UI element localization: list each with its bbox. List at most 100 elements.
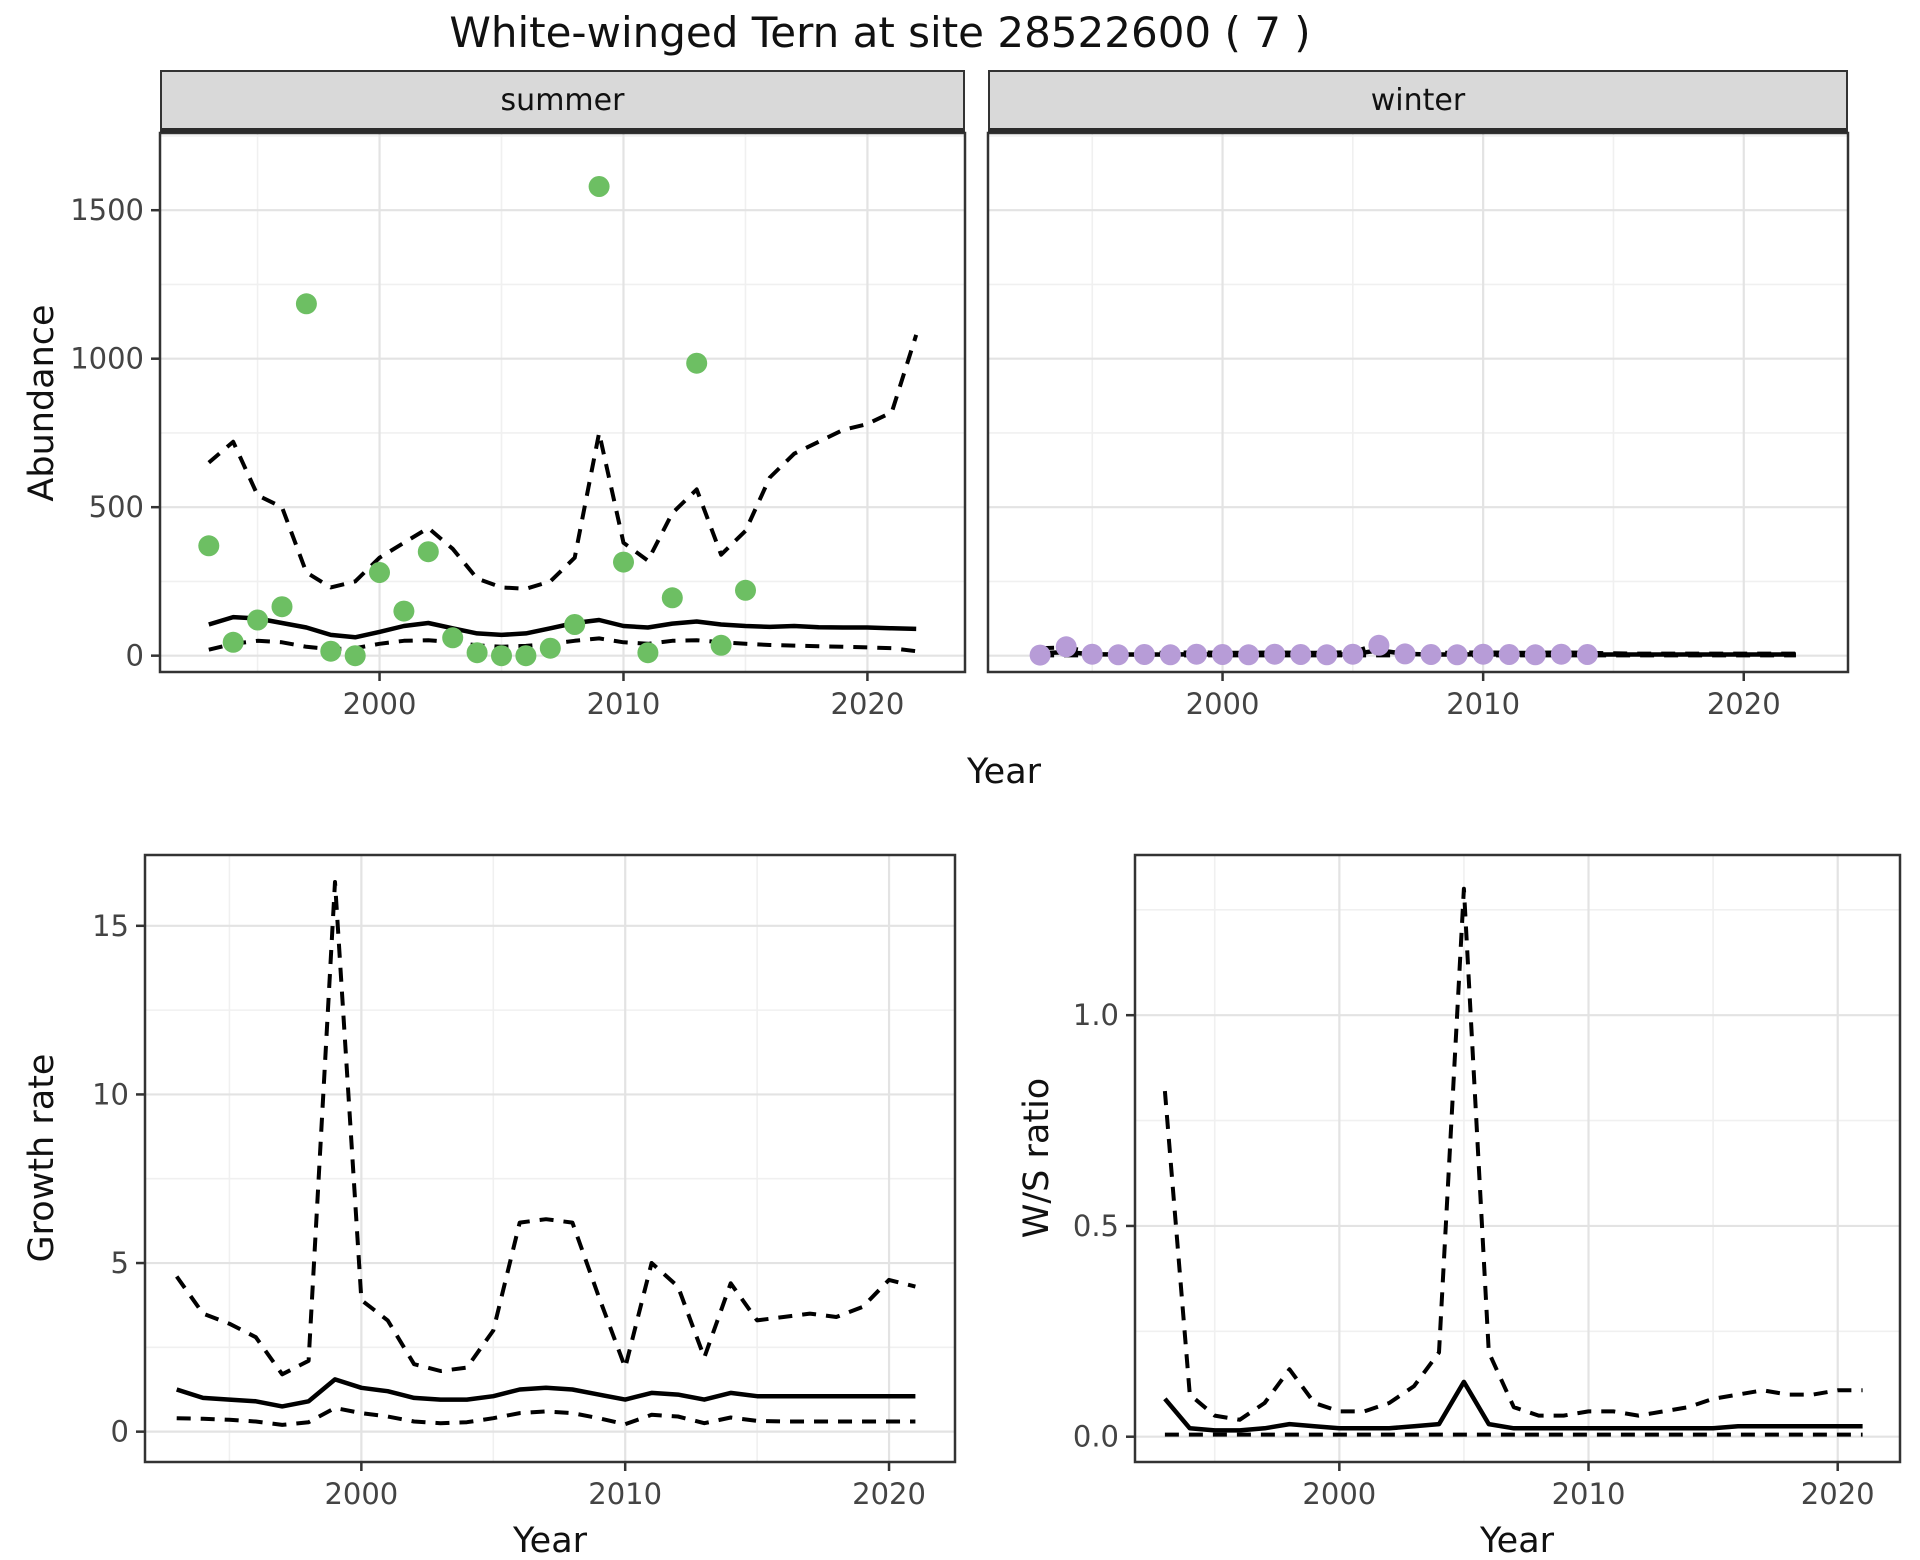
panel-background: [160, 133, 965, 672]
data-point: [1107, 644, 1129, 666]
facet-strip-summer: summer: [160, 70, 965, 133]
data-point: [369, 562, 390, 583]
facet-strip-winter: winter: [988, 70, 1848, 133]
data-point: [1238, 644, 1260, 666]
axis-ticks: 2000 2010 2020 0.0 0.5 1.0: [1073, 998, 1875, 1511]
facet-label-winter: winter: [1370, 82, 1466, 118]
x-axis-title-year-growth: Year: [512, 1521, 588, 1560]
data-point: [1472, 643, 1494, 665]
data-point: [247, 609, 269, 631]
data-point: [1264, 643, 1286, 665]
median-line: [1163, 1379, 1863, 1433]
facet-label-summer: summer: [500, 82, 625, 118]
data-point: [613, 551, 634, 573]
y-tick-label: 0.0: [1073, 1420, 1119, 1454]
median-line: [176, 1377, 916, 1409]
y-tick-label: 500: [89, 490, 144, 524]
x-tick-label: 2000: [324, 1477, 398, 1511]
panel-abundance-winter: 2000 2010 2020: [986, 131, 1850, 721]
x-tick-label: 2000: [1302, 1477, 1376, 1511]
x-axis-title-year-top: Year: [966, 752, 1042, 792]
data-point: [539, 637, 561, 659]
data-point: [515, 645, 537, 667]
data-point: [271, 596, 293, 618]
axis-ticks: 2000 2010 2020 0 5 10 15: [92, 909, 926, 1511]
y-tick-label: 0.5: [1073, 1209, 1119, 1243]
x-tick-label: 2020: [852, 1477, 926, 1511]
gridlines: [1135, 855, 1900, 1462]
chart-title: White-winged Tern at site 28522600 ( 7 ): [449, 8, 1311, 57]
data-point: [442, 627, 464, 649]
y-tick-label: 15: [92, 909, 129, 943]
panel-background: [145, 855, 955, 1462]
data-point: [564, 614, 586, 635]
y-tick-label: 1000: [70, 342, 144, 376]
data-point: [710, 634, 732, 656]
data-point: [686, 352, 708, 374]
x-tick-label: 2000: [343, 687, 417, 721]
data-point: [1550, 643, 1572, 665]
y-axis-title-ws-ratio: W/S ratio: [1017, 1077, 1057, 1239]
data-point: [1186, 643, 1207, 665]
data-point: [1576, 644, 1598, 665]
x-tick-label: 2010: [1552, 1477, 1626, 1511]
y-axis-title-growth-rate: Growth rate: [22, 1053, 62, 1263]
x-axis-title-year-ws: Year: [1479, 1521, 1555, 1560]
x-tick-label: 2020: [831, 687, 905, 721]
data-point: [735, 579, 756, 601]
axis-ticks: 2000 2010 2020: [1186, 672, 1781, 721]
data-point: [320, 640, 342, 662]
y-tick-label: 1500: [70, 193, 144, 227]
x-tick-label: 2010: [1446, 687, 1520, 721]
data-point: [1368, 634, 1390, 656]
data-point: [466, 642, 488, 664]
data-point: [344, 645, 366, 667]
data-point: [1212, 644, 1233, 665]
data-point: [1133, 644, 1155, 665]
axis-ticks: 2000 2010 2020 0 500 1000 1500: [70, 193, 904, 721]
data-point: [637, 642, 659, 664]
data-point: [393, 600, 415, 622]
data-point: [1394, 643, 1416, 665]
gridlines: [160, 133, 965, 672]
gridlines: [145, 855, 955, 1462]
y-tick-label: 10: [92, 1077, 129, 1111]
data-point: [1081, 643, 1103, 665]
upper-ci-line: [1162, 886, 1863, 1422]
data-point: [661, 587, 683, 609]
data-point: [1290, 644, 1312, 665]
data-point: [1159, 644, 1181, 666]
panel-border: [143, 853, 957, 1464]
panel-ws-ratio: 2000 2010 2020 0.0 0.5 1.0: [1073, 853, 1902, 1511]
median-line: [208, 614, 917, 640]
data-point: [1316, 644, 1338, 666]
data-point: [588, 176, 610, 197]
data-point: [222, 631, 244, 653]
panel-growth-rate: 2000 2010 2020 0 5 10 15: [92, 853, 957, 1511]
data-point: [1446, 644, 1468, 666]
observed-points: [198, 176, 756, 667]
panel-border: [1133, 853, 1902, 1464]
panel-background: [988, 133, 1848, 672]
x-tick-label: 2020: [1801, 1477, 1875, 1511]
panel-background: [1135, 855, 1900, 1462]
data-point: [1498, 644, 1520, 665]
data-point: [1524, 644, 1546, 666]
data-point: [198, 535, 220, 557]
x-tick-label: 2010: [588, 1477, 662, 1511]
data-point: [1055, 636, 1077, 658]
data-point: [1342, 643, 1364, 665]
y-tick-label: 0: [126, 639, 144, 673]
x-tick-label: 2020: [1707, 687, 1781, 721]
observed-points: [1029, 634, 1598, 666]
data-point: [295, 293, 317, 315]
y-tick-label: 1.0: [1073, 998, 1119, 1032]
data-point: [1420, 644, 1442, 665]
data-point: [491, 645, 512, 667]
panel-abundance-summer: 2000 2010 2020 0 500 1000 1500: [70, 131, 967, 721]
y-tick-label: 5: [111, 1246, 129, 1280]
panel-border: [158, 131, 967, 674]
x-tick-label: 2000: [1186, 687, 1260, 721]
